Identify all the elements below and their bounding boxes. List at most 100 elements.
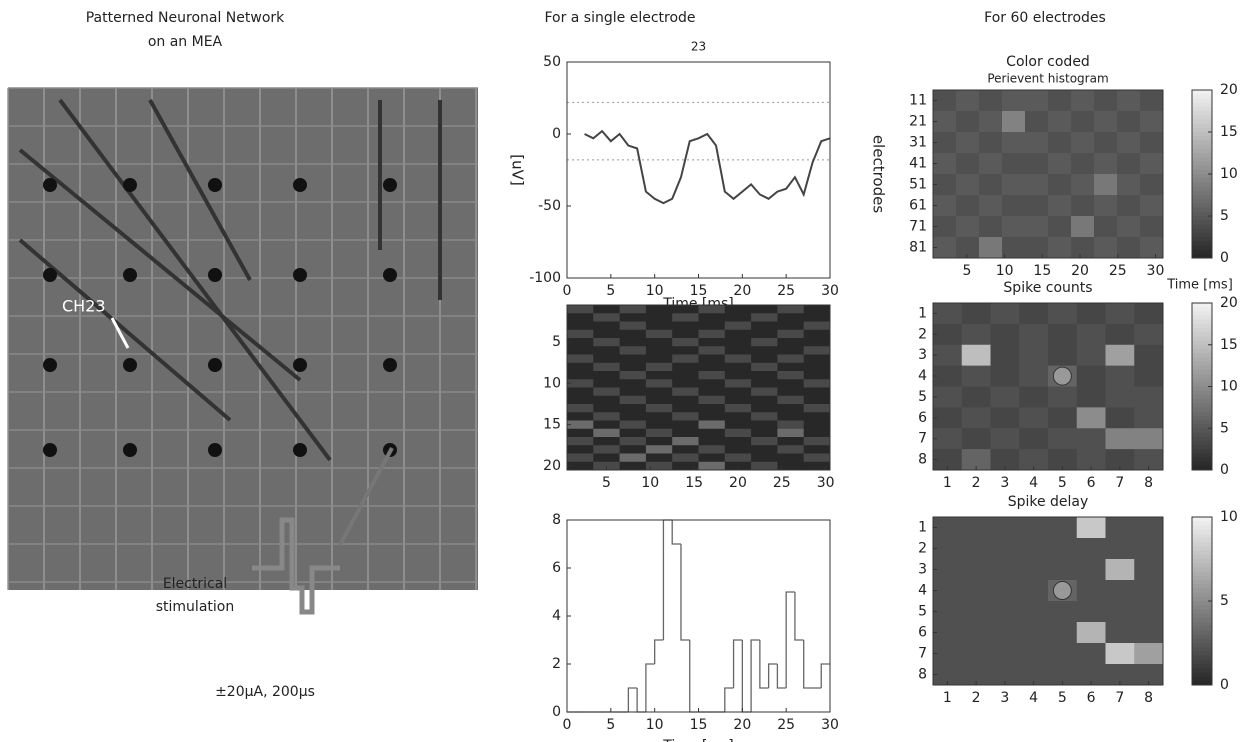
hist-step [741, 640, 752, 713]
colorbar-label: 20 [1220, 82, 1238, 98]
colorbar-step [1192, 228, 1212, 234]
colorbar-step [1192, 592, 1212, 598]
heat-cell [698, 445, 726, 454]
heat-cell [1105, 538, 1135, 560]
y-tick-label: 51 [909, 177, 927, 193]
left-title: Patterned Neuronal Network [86, 10, 285, 26]
heat-cell [933, 559, 963, 581]
heat-cell [1071, 132, 1095, 154]
heat-cell [933, 344, 963, 367]
heat-cell [751, 404, 778, 413]
heat-cell [593, 395, 621, 405]
heat-cell [803, 420, 831, 430]
colorbar-step [1192, 127, 1212, 133]
heat-cell [990, 643, 1020, 665]
hist-step [671, 520, 681, 545]
heat-cell [1105, 601, 1135, 623]
colorbar-step [1192, 449, 1212, 454]
heat-cell [619, 321, 647, 331]
heat-cell [933, 428, 963, 450]
colorbar-step [1192, 132, 1212, 137]
heat-cell [1048, 344, 1078, 367]
x-tick-label: 10 [646, 717, 664, 733]
heat-cell [1002, 132, 1026, 154]
heat-cell [1094, 111, 1118, 133]
heat-cell [1134, 449, 1164, 471]
heat-cell [1048, 90, 1072, 112]
heat-cell [672, 428, 699, 438]
heat-cell [961, 664, 991, 686]
colorbar-label: 10 [1220, 379, 1238, 395]
heat-cell [1048, 303, 1078, 325]
y-tick-label: 7 [918, 431, 927, 447]
heat-cell [645, 453, 673, 463]
heat-cell [990, 449, 1020, 471]
heat-cell [1105, 323, 1135, 346]
heat-cell [961, 344, 991, 367]
heat-cell [724, 437, 752, 446]
photo-trace [148, 99, 252, 281]
colorbar-step [1192, 378, 1212, 383]
colorbar-step [1192, 157, 1212, 162]
heat-cell [672, 362, 699, 372]
colorbar-step [1192, 538, 1212, 543]
heat-cell [619, 420, 647, 430]
heat-cell [672, 371, 699, 380]
y-tick-label: 11 [909, 93, 927, 109]
heat-cell [933, 538, 963, 560]
heat-cell [777, 362, 805, 372]
colorbar-step [1192, 369, 1212, 375]
heat-cell [990, 664, 1020, 686]
colorbar-step [1192, 521, 1212, 526]
colorbar-step [1192, 563, 1212, 568]
stim-label: stimulation [156, 599, 234, 615]
colorbar-step [1192, 106, 1212, 112]
heat-cell [1076, 664, 1106, 686]
heat-cell [1002, 216, 1026, 238]
x-tick-label: 5 [606, 717, 615, 733]
x-tick-label: 2 [972, 475, 981, 491]
heat-cell [724, 453, 752, 463]
x-tick-label: 20 [729, 475, 747, 491]
heat-cell [751, 305, 778, 314]
heat-cell [1076, 580, 1106, 602]
heat-cell [1048, 664, 1078, 686]
heat-cell [672, 346, 699, 355]
heat-cell [751, 453, 778, 463]
electrode [208, 443, 222, 457]
x-tick-label: 30 [817, 475, 835, 491]
x-tick-label: 25 [777, 717, 795, 733]
heat-cell [1134, 344, 1164, 367]
heat-cell [593, 313, 621, 322]
heat-cell [751, 437, 778, 446]
heat-cell [593, 387, 621, 397]
y-tick-label: 5 [552, 334, 561, 350]
heat-cell [1071, 111, 1095, 133]
heat-cell [777, 404, 805, 413]
electrode [123, 358, 137, 372]
heat-cell [777, 354, 805, 364]
heat-cell [956, 216, 980, 238]
heat-cell [672, 379, 699, 388]
heat-cell [645, 461, 673, 471]
colorbar-step [1192, 232, 1212, 238]
chart-title: Color coded [1006, 54, 1090, 70]
heat-cell [1076, 323, 1106, 346]
heat-cell [593, 321, 621, 331]
heat-cell [567, 420, 594, 430]
y-tick-label: 8 [918, 667, 927, 683]
colorbar-label: 5 [1220, 593, 1229, 609]
heat-cell [933, 580, 963, 602]
heat-cell [956, 237, 980, 259]
heat-cell [1134, 517, 1164, 539]
colorbar-step [1192, 533, 1212, 539]
heat-cell [619, 412, 647, 421]
y-tick-label: 2 [918, 326, 927, 342]
heat-cell [1048, 132, 1072, 154]
y-label: electrodes [870, 135, 888, 214]
heat-cell [1002, 195, 1026, 217]
electrode [208, 358, 222, 372]
plot-frame [566, 61, 831, 279]
colorbar-step [1192, 224, 1212, 230]
heat-cell [961, 538, 991, 560]
